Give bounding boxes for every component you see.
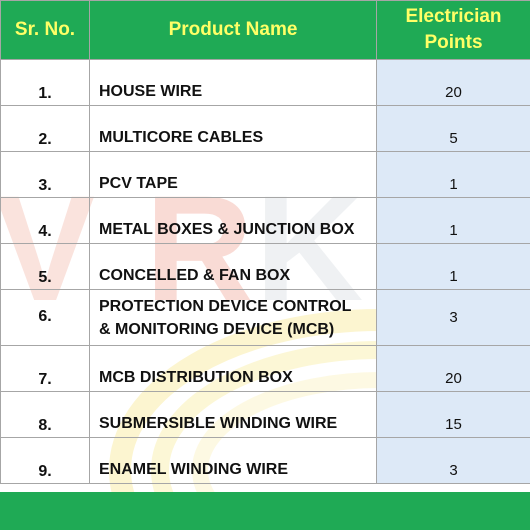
row-product-name-line2: & MONITORING DEVICE (MCB) [99, 320, 335, 338]
row-points: 1 [376, 243, 530, 290]
table-row: 8. SUBMERSIBLE WINDING WIRE 15 [0, 391, 530, 438]
header-row: Sr. No. Product Name Electrician Points [0, 0, 530, 60]
table-row: 1. HOUSE WIRE 20 [0, 59, 530, 106]
row-product-name-line1: PROTECTION DEVICE CONTROL [99, 297, 352, 315]
row-sr: 9. [0, 437, 90, 484]
table-row: 4. METAL BOXES & JUNCTION BOX 1 [0, 197, 530, 244]
header-electrician-points: Electrician Points [376, 0, 530, 60]
table-row: 2. MULTICORE CABLES 5 [0, 105, 530, 152]
row-sr: 3. [0, 151, 90, 198]
row-sr: 8. [0, 391, 90, 438]
table-row: 7. MCB DISTRIBUTION BOX 20 [0, 345, 530, 392]
row-product-name: HOUSE WIRE [89, 59, 377, 106]
table-row: 5. CONCELLED & FAN BOX 1 [0, 243, 530, 290]
row-sr: 5. [0, 243, 90, 290]
row-points: 1 [376, 151, 530, 198]
row-sr: 2. [0, 105, 90, 152]
row-points: 20 [376, 59, 530, 106]
table-row: 3. PCV TAPE 1 [0, 151, 530, 198]
row-product-name: PCV TAPE [89, 151, 377, 198]
header-points-line1: Electrician [405, 6, 502, 27]
row-product-name: METAL BOXES & JUNCTION BOX [89, 197, 377, 244]
row-product-name: ENAMEL WINDING WIRE [89, 437, 377, 484]
row-sr: 4. [0, 197, 90, 244]
row-points: 3 [376, 437, 530, 484]
header-product-name: Product Name [89, 0, 377, 60]
product-points-table: Sr. No. Product Name Electrician Points … [0, 0, 530, 484]
header-points-line2: Points [424, 32, 483, 53]
row-points: 3 [376, 289, 530, 346]
row-product-name: PROTECTION DEVICE CONTROL & MONITORING D… [89, 289, 377, 346]
row-points: 15 [376, 391, 530, 438]
row-product-name: MULTICORE CABLES [89, 105, 377, 152]
table-row: 9. ENAMEL WINDING WIRE 3 [0, 437, 530, 484]
footer-bar [0, 492, 530, 530]
row-sr: 7. [0, 345, 90, 392]
row-product-name: CONCELLED & FAN BOX [89, 243, 377, 290]
row-points: 20 [376, 345, 530, 392]
row-points: 1 [376, 197, 530, 244]
row-sr: 1. [0, 59, 90, 106]
row-points: 5 [376, 105, 530, 152]
row-product-name: SUBMERSIBLE WINDING WIRE [89, 391, 377, 438]
table-row: 6. PROTECTION DEVICE CONTROL & MONITORIN… [0, 289, 530, 346]
row-sr: 6. [0, 289, 90, 346]
header-sr-no: Sr. No. [0, 0, 90, 60]
row-product-name: MCB DISTRIBUTION BOX [89, 345, 377, 392]
